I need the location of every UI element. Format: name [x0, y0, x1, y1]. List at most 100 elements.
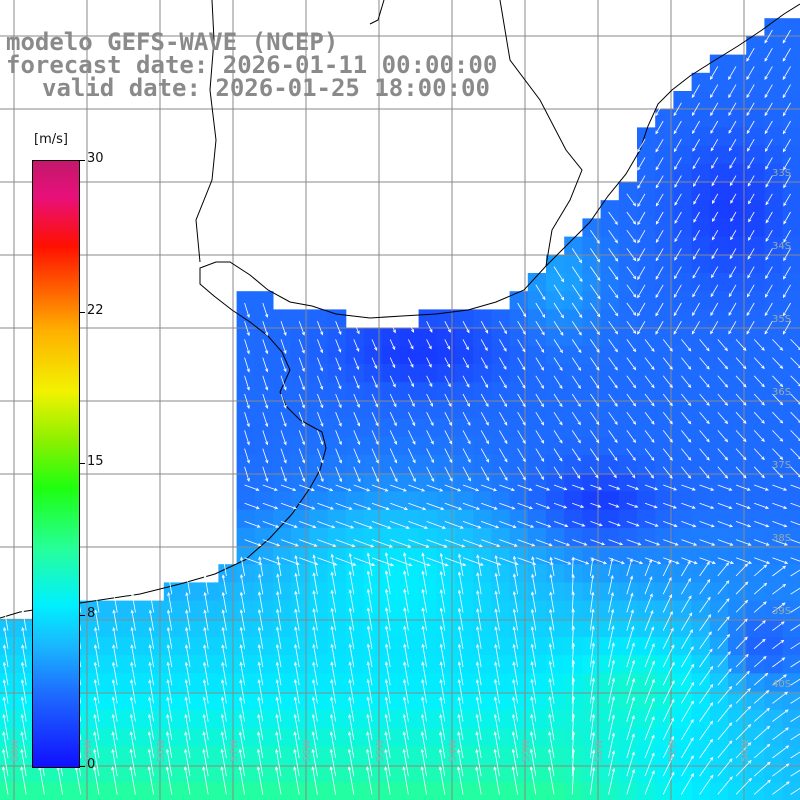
wind-arrow: [772, 691, 789, 704]
wind-arrow: [317, 430, 324, 446]
wind-speed-cell: [527, 273, 547, 292]
wind-speed-cell: [527, 564, 547, 583]
wind-arrow: [148, 609, 154, 631]
wind-speed-cell: [273, 564, 292, 583]
wind-speed-cell: [345, 527, 365, 547]
wind-speed-cell: [764, 127, 784, 147]
wind-speed-cell: [655, 455, 674, 474]
wind-speed-cell: [546, 618, 565, 638]
wind-arrow: [549, 556, 555, 577]
wind-arrow: [329, 766, 336, 795]
wind-arrow: [571, 302, 583, 319]
wind-arrow: [480, 393, 489, 408]
wind-speed-cell: [746, 764, 765, 784]
wind-arrow: [462, 339, 469, 351]
wind-arrow: [699, 411, 710, 425]
wind-arrow: [457, 679, 464, 704]
wind-arrow: [462, 539, 483, 548]
wind-arrow: [347, 748, 355, 777]
wind-speed-cell: [473, 382, 492, 401]
wind-speed-cell: [18, 782, 37, 800]
wind-arrow: [202, 748, 209, 777]
wind-arrow: [403, 552, 409, 577]
wind-arrow: [499, 393, 508, 408]
wind-arrow: [111, 679, 118, 704]
wind-speed-cell: [382, 728, 401, 747]
wind-speed-cell: [273, 455, 292, 474]
wind-arrow: [512, 661, 518, 686]
wind-speed-cell: [618, 418, 638, 438]
wind-speed-cell: [291, 364, 310, 383]
wind-arrow: [317, 393, 324, 409]
wind-arrow: [203, 609, 209, 631]
wind-arrow: [608, 557, 614, 577]
wind-speed-cell: [491, 746, 511, 765]
wind-arrow: [184, 679, 191, 704]
wind-speed-cell: [436, 637, 456, 656]
wind-speed-cell: [546, 673, 565, 693]
wind-arrow: [298, 393, 305, 409]
wind-arrow: [184, 713, 191, 740]
wind-speed-cell: [455, 655, 474, 674]
wind-arrow: [692, 157, 700, 170]
wind-arrow: [608, 466, 617, 479]
wind-speed-cell: [236, 509, 256, 529]
wind-speed-cell: [655, 182, 674, 201]
wind-arrow: [530, 661, 537, 686]
wind-arrow: [293, 748, 300, 777]
wind-arrow: [239, 626, 245, 649]
wind-speed-cell: [509, 564, 529, 583]
wind-speed-cell: [473, 618, 492, 638]
wind-speed-cell: [509, 691, 529, 711]
wind-speed-cell: [364, 382, 383, 401]
wind-arrow: [184, 696, 191, 722]
wind-arrow: [571, 266, 583, 283]
wind-speed-cell: [345, 564, 365, 583]
wind-arrow: [754, 521, 770, 528]
wind-speed-cell: [782, 418, 800, 438]
wind-arrow: [608, 539, 624, 546]
wind-arrow: [476, 590, 482, 613]
wind-arrow: [280, 484, 297, 491]
wind-speed-cell: [728, 455, 747, 474]
wind-speed-cell: [764, 236, 784, 256]
wind-speed-cell: [655, 218, 674, 238]
wind-speed-cell: [782, 782, 800, 800]
wind-arrow: [275, 679, 282, 704]
wind-speed-cell: [455, 728, 474, 747]
wind-arrow: [335, 539, 356, 548]
wind-speed-cell: [473, 691, 492, 711]
wind-arrow: [239, 679, 245, 704]
wind-speed-cell: [709, 54, 729, 74]
wind-speed-cell: [218, 600, 238, 620]
wind-speed-cell: [418, 691, 438, 711]
wind-speed-cell: [764, 782, 784, 800]
wind-arrow: [262, 466, 269, 482]
wind-speed-cell: [309, 673, 329, 693]
wind-speed-cell: [637, 236, 656, 256]
wind-speed-cell: [236, 637, 256, 656]
wind-speed-cell: [254, 582, 274, 602]
wind-arrow: [783, 193, 791, 207]
wind-arrow: [366, 713, 373, 740]
wind-speed-cell: [418, 600, 438, 620]
wind-speed-cell: [436, 491, 456, 511]
wind-arrow: [148, 696, 154, 722]
wind-arrow: [772, 709, 789, 722]
wind-speed-cell: [364, 546, 383, 565]
wind-speed-cell: [709, 546, 729, 565]
wind-arrow: [311, 766, 318, 795]
wind-arrow: [317, 339, 324, 354]
wind-arrow: [421, 570, 427, 595]
wind-arrow: [2, 766, 9, 795]
wind-speed-cell: [691, 291, 711, 310]
wind-arrow: [783, 248, 791, 262]
wind-arrow: [348, 552, 355, 577]
wind-speed-cell: [728, 200, 747, 219]
wind-arrow: [402, 731, 409, 759]
wind-speed-cell: [236, 782, 256, 800]
wind-speed-cell: [54, 782, 74, 800]
wind-arrow: [549, 608, 555, 631]
wind-arrow: [772, 745, 790, 759]
wind-speed-cell: [291, 382, 310, 401]
